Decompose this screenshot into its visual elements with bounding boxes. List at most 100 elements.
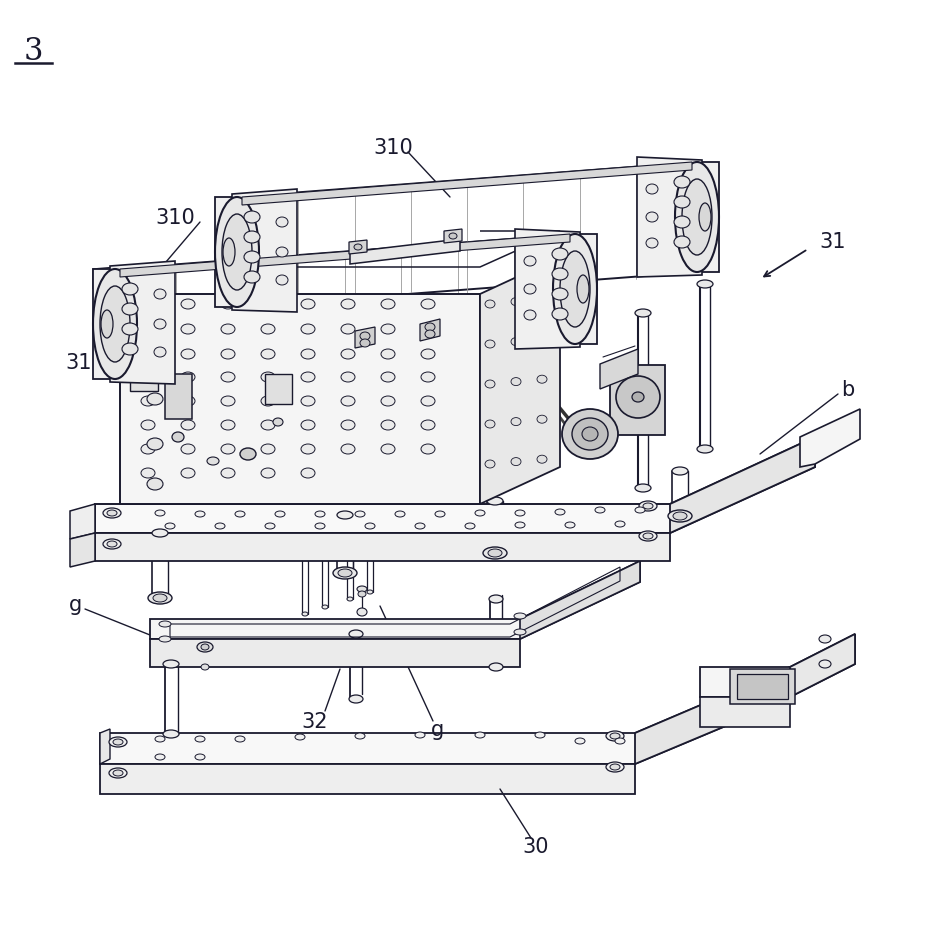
Ellipse shape bbox=[197, 643, 213, 652]
Text: 311: 311 bbox=[65, 352, 105, 372]
Text: g: g bbox=[69, 594, 82, 614]
Polygon shape bbox=[110, 262, 175, 385]
Ellipse shape bbox=[201, 664, 209, 670]
Ellipse shape bbox=[560, 251, 590, 327]
Ellipse shape bbox=[122, 324, 138, 336]
Ellipse shape bbox=[153, 594, 167, 603]
Ellipse shape bbox=[341, 349, 355, 360]
Ellipse shape bbox=[381, 397, 395, 407]
Ellipse shape bbox=[155, 736, 165, 743]
Polygon shape bbox=[265, 374, 292, 405]
Ellipse shape bbox=[341, 445, 355, 454]
Ellipse shape bbox=[395, 511, 405, 518]
Ellipse shape bbox=[148, 592, 172, 605]
Ellipse shape bbox=[113, 739, 123, 745]
Ellipse shape bbox=[141, 421, 155, 430]
Ellipse shape bbox=[672, 467, 688, 475]
Ellipse shape bbox=[302, 543, 308, 546]
Ellipse shape bbox=[819, 635, 831, 644]
Ellipse shape bbox=[514, 613, 526, 620]
Ellipse shape bbox=[355, 511, 365, 518]
Ellipse shape bbox=[152, 529, 168, 538]
Ellipse shape bbox=[819, 661, 831, 668]
Ellipse shape bbox=[163, 661, 179, 668]
Ellipse shape bbox=[606, 731, 624, 742]
Ellipse shape bbox=[195, 736, 205, 743]
Ellipse shape bbox=[489, 664, 503, 671]
Ellipse shape bbox=[552, 308, 568, 321]
Ellipse shape bbox=[122, 284, 138, 296]
Polygon shape bbox=[242, 163, 692, 206]
Polygon shape bbox=[635, 667, 790, 764]
Ellipse shape bbox=[163, 730, 179, 738]
Ellipse shape bbox=[322, 535, 328, 540]
Ellipse shape bbox=[635, 309, 651, 318]
Ellipse shape bbox=[615, 738, 625, 744]
Ellipse shape bbox=[261, 445, 275, 454]
Polygon shape bbox=[100, 667, 790, 764]
Ellipse shape bbox=[421, 421, 435, 430]
Ellipse shape bbox=[616, 377, 660, 419]
Ellipse shape bbox=[141, 445, 155, 454]
Polygon shape bbox=[150, 562, 640, 640]
Ellipse shape bbox=[261, 325, 275, 335]
Ellipse shape bbox=[154, 320, 166, 329]
Ellipse shape bbox=[537, 456, 547, 464]
Ellipse shape bbox=[421, 397, 435, 407]
Ellipse shape bbox=[181, 421, 195, 430]
Ellipse shape bbox=[141, 468, 155, 479]
Ellipse shape bbox=[235, 511, 245, 518]
Ellipse shape bbox=[141, 397, 155, 407]
Ellipse shape bbox=[109, 737, 127, 747]
Ellipse shape bbox=[223, 239, 235, 267]
Polygon shape bbox=[93, 265, 155, 289]
Polygon shape bbox=[520, 562, 640, 640]
Polygon shape bbox=[670, 438, 815, 533]
Ellipse shape bbox=[122, 304, 138, 316]
Ellipse shape bbox=[322, 605, 328, 609]
Polygon shape bbox=[637, 158, 702, 278]
Ellipse shape bbox=[485, 461, 495, 468]
Ellipse shape bbox=[181, 300, 195, 309]
Ellipse shape bbox=[449, 234, 457, 240]
Ellipse shape bbox=[524, 285, 536, 295]
Ellipse shape bbox=[646, 239, 658, 248]
Ellipse shape bbox=[221, 300, 235, 309]
Ellipse shape bbox=[367, 590, 373, 594]
Polygon shape bbox=[700, 697, 790, 727]
Polygon shape bbox=[610, 366, 665, 436]
Ellipse shape bbox=[552, 248, 568, 261]
Polygon shape bbox=[730, 669, 795, 704]
Ellipse shape bbox=[103, 508, 121, 519]
Ellipse shape bbox=[181, 349, 195, 360]
Ellipse shape bbox=[682, 180, 712, 256]
Ellipse shape bbox=[244, 251, 260, 264]
Polygon shape bbox=[692, 163, 719, 272]
Polygon shape bbox=[93, 269, 120, 380]
Polygon shape bbox=[215, 198, 242, 307]
Text: g: g bbox=[431, 720, 445, 739]
Ellipse shape bbox=[357, 608, 367, 616]
Ellipse shape bbox=[425, 324, 435, 331]
Ellipse shape bbox=[515, 523, 525, 528]
Ellipse shape bbox=[147, 439, 163, 450]
Ellipse shape bbox=[155, 754, 165, 761]
Ellipse shape bbox=[537, 376, 547, 384]
Ellipse shape bbox=[639, 502, 657, 511]
Ellipse shape bbox=[333, 567, 357, 580]
Ellipse shape bbox=[475, 510, 485, 516]
Ellipse shape bbox=[577, 276, 589, 304]
Ellipse shape bbox=[181, 397, 195, 407]
Ellipse shape bbox=[221, 445, 235, 454]
Text: 310: 310 bbox=[373, 138, 413, 158]
Ellipse shape bbox=[488, 549, 502, 558]
Ellipse shape bbox=[141, 300, 155, 309]
Ellipse shape bbox=[154, 289, 166, 300]
Ellipse shape bbox=[244, 211, 260, 224]
Ellipse shape bbox=[315, 524, 325, 529]
Text: 3: 3 bbox=[24, 36, 42, 68]
Polygon shape bbox=[232, 189, 297, 312]
Ellipse shape bbox=[181, 325, 195, 335]
Ellipse shape bbox=[107, 510, 117, 516]
Ellipse shape bbox=[341, 325, 355, 335]
